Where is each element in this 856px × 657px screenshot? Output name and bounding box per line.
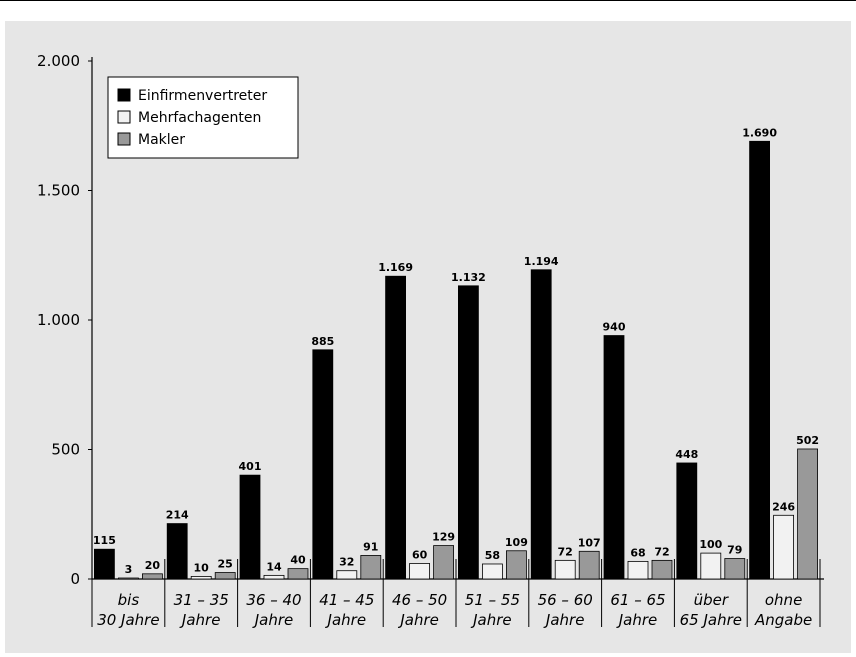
data-label: 68 bbox=[630, 546, 645, 559]
data-label: 1.690 bbox=[742, 126, 777, 139]
data-label: 1.194 bbox=[524, 255, 559, 268]
data-label: 25 bbox=[218, 558, 233, 571]
bar-einfirmenvertreter bbox=[312, 349, 334, 580]
data-label: 109 bbox=[505, 536, 528, 549]
bar-mehrfachagenten bbox=[700, 552, 722, 580]
bar-makler bbox=[287, 568, 309, 580]
bar-mehrfachagenten bbox=[773, 514, 794, 580]
x-tick-label: Jahre bbox=[470, 611, 512, 629]
bar-mehrfachagenten bbox=[627, 560, 649, 580]
x-tick-label: bis bbox=[118, 591, 140, 609]
bar-makler bbox=[505, 550, 527, 580]
legend-box bbox=[107, 76, 299, 159]
bar-makler bbox=[578, 550, 600, 580]
bar-mehrfachagenten bbox=[409, 563, 431, 580]
bar-mehrfachagenten bbox=[336, 570, 358, 580]
legend-swatch bbox=[117, 88, 131, 102]
bar-makler bbox=[724, 558, 746, 580]
data-label: 940 bbox=[603, 321, 626, 334]
bar-makler bbox=[141, 573, 163, 580]
x-tick-label: ohne bbox=[765, 591, 802, 609]
y-tick-label: 2.000 bbox=[37, 52, 80, 70]
data-label: 72 bbox=[558, 545, 573, 558]
x-tick-label: Jahre bbox=[179, 611, 221, 629]
data-label: 14 bbox=[266, 560, 282, 573]
y-tick-label: 500 bbox=[51, 441, 80, 459]
x-tick-label: 56 – 60 bbox=[538, 591, 593, 609]
legend: Einfirmenvertreter Mehrfachagenten Makler bbox=[107, 76, 299, 159]
bar-makler bbox=[360, 555, 382, 580]
data-label: 502 bbox=[796, 434, 819, 447]
bar-einfirmenvertreter bbox=[749, 140, 770, 580]
x-tick-label: 31 – 35 bbox=[174, 591, 229, 609]
bar-makler bbox=[651, 559, 673, 580]
x-tick-label: Jahre bbox=[397, 611, 439, 629]
data-label: 115 bbox=[93, 534, 116, 547]
data-label: 79 bbox=[727, 544, 742, 557]
bar-einfirmenvertreter bbox=[239, 474, 261, 580]
data-label: 20 bbox=[145, 559, 161, 572]
bar-einfirmenvertreter bbox=[603, 335, 625, 580]
data-label: 107 bbox=[578, 536, 601, 549]
data-label: 3 bbox=[125, 563, 133, 576]
x-tick-label: 51 – 55 bbox=[465, 591, 520, 609]
x-tick-label: 36 – 40 bbox=[246, 591, 301, 609]
y-tick-label: 1.500 bbox=[37, 182, 80, 200]
bar-makler bbox=[797, 448, 818, 580]
bar-makler bbox=[433, 545, 455, 580]
data-label: 401 bbox=[239, 460, 262, 473]
data-label: 885 bbox=[311, 335, 334, 348]
data-label: 129 bbox=[432, 531, 455, 544]
legend-label: Makler bbox=[138, 132, 185, 148]
data-label: 32 bbox=[339, 556, 354, 569]
legend-label: Mehrfachagenten bbox=[138, 110, 261, 126]
data-label: 10 bbox=[194, 561, 210, 574]
bar-mehrfachagenten bbox=[118, 577, 139, 580]
data-label: 40 bbox=[290, 554, 306, 567]
bar-einfirmenvertreter bbox=[530, 269, 552, 580]
x-tick-label: 65 Jahre bbox=[680, 611, 742, 629]
x-tick-label: Jahre bbox=[325, 611, 367, 629]
data-label: 1.132 bbox=[451, 271, 486, 284]
bar-mehrfachagenten bbox=[263, 574, 285, 580]
axes: 0 500 1.000 1.500 2.000 bis 30 Jahre 31 – 35 Jah… bbox=[37, 52, 824, 629]
data-label: 1.169 bbox=[378, 261, 413, 274]
bar-mehrfachagenten bbox=[554, 559, 576, 580]
data-label: 214 bbox=[166, 509, 189, 522]
x-tick-label: 46 – 50 bbox=[392, 591, 447, 609]
x-tick-label: über bbox=[694, 591, 729, 609]
x-tick-label: 61 – 65 bbox=[610, 591, 665, 609]
x-tick-label: 41 – 45 bbox=[319, 591, 374, 609]
bars: 115 3 20 214 10 25 401 14 40 885 32 91 1.169 60 129 1.1… bbox=[93, 126, 819, 580]
legend-swatch bbox=[117, 132, 131, 146]
x-tick-label: Jahre bbox=[616, 611, 658, 629]
bar-einfirmenvertreter bbox=[676, 462, 698, 580]
bar-mehrfachagenten bbox=[481, 563, 503, 580]
bar-einfirmenvertreter bbox=[94, 548, 115, 580]
y-tick-label: 1.000 bbox=[37, 311, 80, 329]
bar-makler bbox=[214, 572, 236, 580]
bar-einfirmenvertreter bbox=[385, 275, 407, 580]
data-label: 60 bbox=[412, 548, 428, 561]
y-tick-label: 0 bbox=[70, 570, 80, 588]
legend-label: Einfirmenvertreter bbox=[138, 88, 267, 104]
x-tick-label: Jahre bbox=[252, 611, 294, 629]
data-label: 91 bbox=[363, 540, 378, 553]
x-tick-label: 30 Jahre bbox=[97, 611, 159, 629]
x-tick-label: Jahre bbox=[543, 611, 585, 629]
data-label: 58 bbox=[485, 549, 500, 562]
x-tick-label: Angabe bbox=[754, 611, 812, 629]
data-label: 246 bbox=[772, 500, 795, 513]
data-label: 72 bbox=[654, 545, 669, 558]
bar-einfirmenvertreter bbox=[166, 523, 188, 580]
data-label: 448 bbox=[675, 448, 698, 461]
legend-swatch bbox=[117, 110, 131, 124]
data-label: 100 bbox=[699, 538, 722, 551]
bar-mehrfachagenten bbox=[190, 576, 212, 580]
bar-einfirmenvertreter bbox=[457, 285, 479, 580]
